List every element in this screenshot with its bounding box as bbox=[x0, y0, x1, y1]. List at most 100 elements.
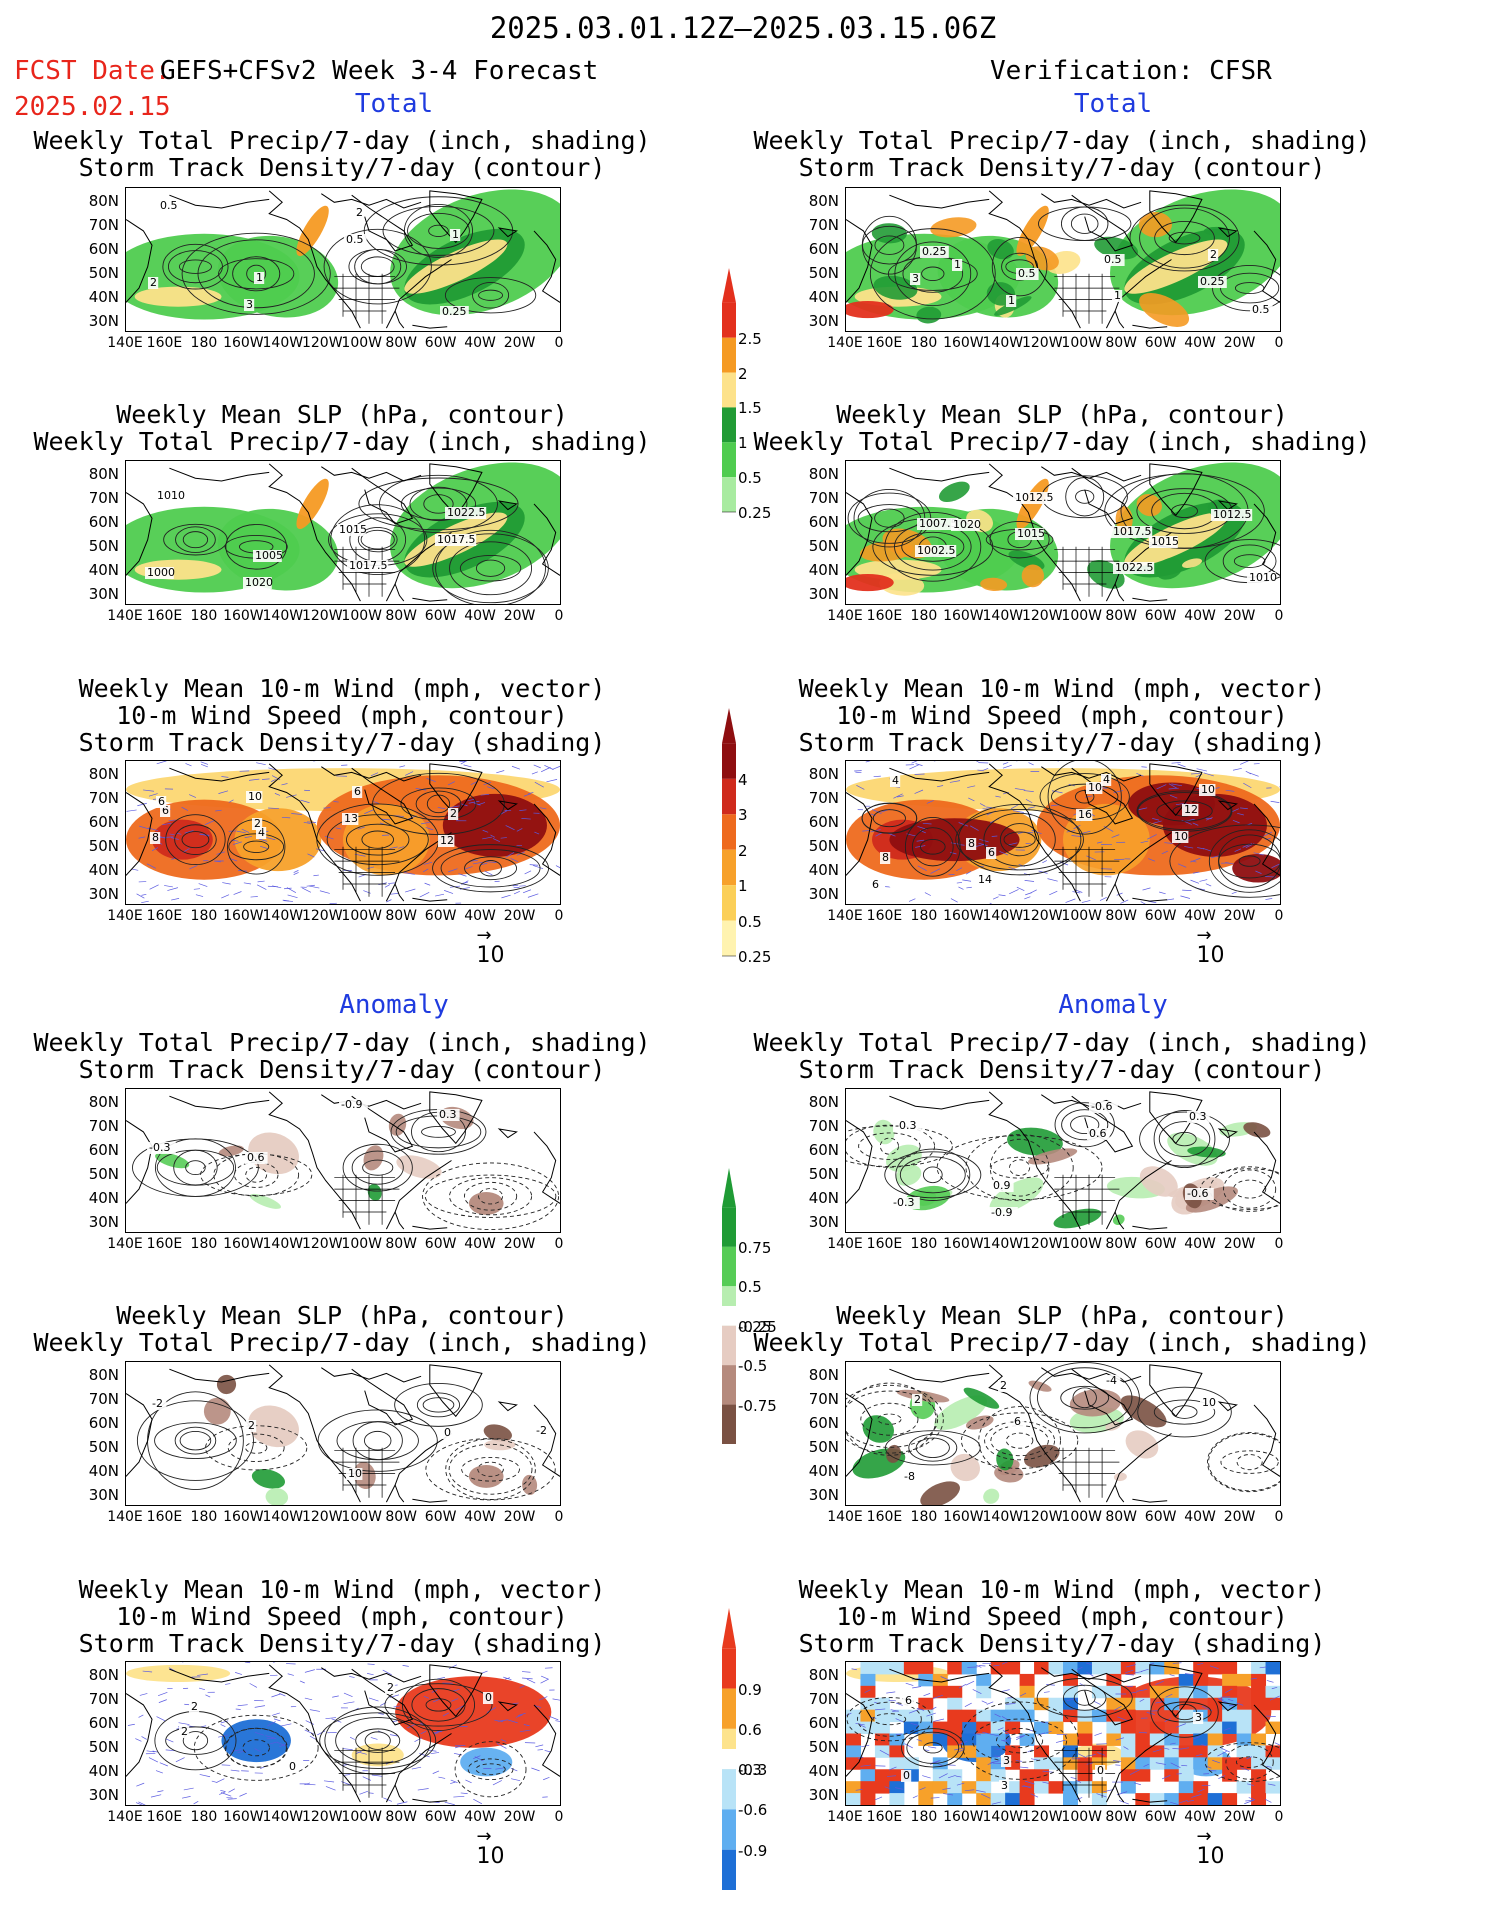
std-anom-cell bbox=[947, 1685, 963, 1699]
svg-text:3: 3 bbox=[1001, 1779, 1008, 1792]
svg-text:-0.9: -0.9 bbox=[341, 1098, 362, 1111]
wind-vector bbox=[1171, 762, 1181, 764]
wind-vector bbox=[521, 1671, 531, 1673]
contour-label: 3 bbox=[910, 272, 921, 285]
lon-label: 140E bbox=[107, 608, 143, 624]
wind-vector bbox=[402, 1664, 409, 1667]
wind-vector bbox=[992, 1664, 1000, 1667]
wind-vector bbox=[1225, 789, 1235, 792]
precip-anom-fill bbox=[1120, 1395, 1167, 1428]
coastline bbox=[169, 1368, 270, 1383]
svg-text:2: 2 bbox=[356, 206, 363, 219]
contour-line bbox=[440, 849, 541, 888]
wind-vector bbox=[364, 809, 374, 815]
lat-label: 60N bbox=[88, 1141, 119, 1159]
lon-label: 160E bbox=[146, 908, 183, 924]
colorbar-label: -0.6 bbox=[738, 1801, 768, 1820]
svg-text:2: 2 bbox=[254, 817, 261, 830]
std-anom-cell bbox=[1120, 1685, 1136, 1699]
lon-label: 80W bbox=[385, 608, 418, 624]
wind-vector bbox=[1086, 1762, 1094, 1765]
svg-text:1022.5: 1022.5 bbox=[447, 506, 486, 519]
wind-vector bbox=[1270, 800, 1280, 803]
std-anom-cell bbox=[1149, 1685, 1165, 1699]
std-anom-cell bbox=[976, 1721, 992, 1734]
coastline bbox=[1041, 1367, 1142, 1383]
wind-vector bbox=[999, 850, 1009, 856]
wind-vector bbox=[451, 1698, 459, 1702]
coastline bbox=[1253, 1404, 1280, 1477]
std-anom-cell bbox=[1236, 1781, 1252, 1794]
lon-label: 100W bbox=[1061, 1236, 1103, 1252]
coastline bbox=[1149, 1091, 1203, 1145]
a2r-title-line-1: Weekly Mean SLP (hPa, contour) bbox=[836, 1301, 1288, 1330]
wind-vector bbox=[926, 800, 934, 804]
coastline bbox=[988, 463, 1081, 602]
contour-label: 0.3 bbox=[437, 1108, 460, 1121]
coastline bbox=[321, 466, 422, 482]
coastline bbox=[268, 1364, 361, 1503]
std-anom-cell bbox=[874, 1781, 890, 1794]
std-anom-cell bbox=[1048, 1781, 1064, 1794]
coastline bbox=[1149, 190, 1203, 244]
wind-vector bbox=[254, 1705, 266, 1708]
std-anom-cell bbox=[1222, 1662, 1238, 1675]
wind-vector bbox=[496, 770, 505, 774]
lon-label: 100W bbox=[341, 1236, 383, 1252]
wind-vector bbox=[513, 890, 520, 895]
colorbar-segment bbox=[722, 814, 736, 850]
lon-label: 160E bbox=[866, 608, 903, 624]
wind-vector bbox=[1070, 1777, 1077, 1780]
lon-label: 100W bbox=[1061, 1509, 1103, 1525]
wind-vector bbox=[1161, 1774, 1171, 1780]
lat-label: 40N bbox=[88, 1762, 119, 1780]
wind-vector bbox=[139, 825, 150, 830]
contour-line bbox=[464, 856, 518, 881]
wind-vector bbox=[307, 853, 315, 858]
std-anom-cell bbox=[1178, 1673, 1194, 1687]
wind-vector bbox=[994, 1755, 1002, 1758]
std-anom-cell bbox=[1251, 1769, 1267, 1782]
precip-anom-fill bbox=[468, 1464, 504, 1488]
contour-line bbox=[181, 232, 331, 315]
wind-vector bbox=[178, 1722, 190, 1725]
wind-vector bbox=[308, 885, 320, 889]
wind-vector bbox=[407, 1723, 416, 1729]
coastline bbox=[1132, 1798, 1168, 1803]
wind-vector bbox=[1123, 1746, 1129, 1750]
coastline bbox=[1217, 800, 1238, 811]
std-anom-cell bbox=[860, 1793, 876, 1805]
contour-line bbox=[382, 205, 495, 256]
std-anom-cell bbox=[1207, 1709, 1223, 1723]
wind-vector bbox=[458, 873, 467, 877]
std-anom-cell bbox=[1019, 1733, 1035, 1746]
std-anom-cell bbox=[860, 1781, 876, 1794]
coastline bbox=[1114, 1211, 1125, 1230]
std-anom-cell bbox=[1164, 1793, 1180, 1805]
svg-text:0.5: 0.5 bbox=[160, 199, 178, 212]
contour-line bbox=[846, 1382, 937, 1456]
lon-label: 0 bbox=[554, 1236, 564, 1252]
wind-vector bbox=[1152, 817, 1160, 821]
lat-label: 50N bbox=[88, 1738, 119, 1756]
contour-label: 2 bbox=[179, 1725, 190, 1738]
contour-line bbox=[1204, 1742, 1280, 1782]
wind-vector bbox=[282, 899, 290, 902]
wind-vector bbox=[915, 763, 923, 766]
wind-vector bbox=[1136, 772, 1144, 777]
colorbar-label: 0.25 bbox=[738, 948, 772, 966]
std-anom-cell bbox=[976, 1733, 992, 1746]
wind-vector bbox=[159, 1762, 168, 1767]
std-anom-cell bbox=[874, 1697, 890, 1711]
coastline bbox=[1071, 194, 1134, 252]
contour-line bbox=[407, 212, 470, 249]
wind-vector bbox=[1077, 1753, 1087, 1759]
wind-vector bbox=[270, 1741, 277, 1745]
coastline bbox=[1114, 1484, 1125, 1503]
contour-line bbox=[1036, 1367, 1133, 1429]
contour-label: 0 bbox=[901, 1769, 912, 1782]
lon-label: 140W bbox=[982, 1236, 1024, 1252]
wind-vector bbox=[1271, 1686, 1278, 1690]
wind-vector bbox=[149, 884, 159, 890]
